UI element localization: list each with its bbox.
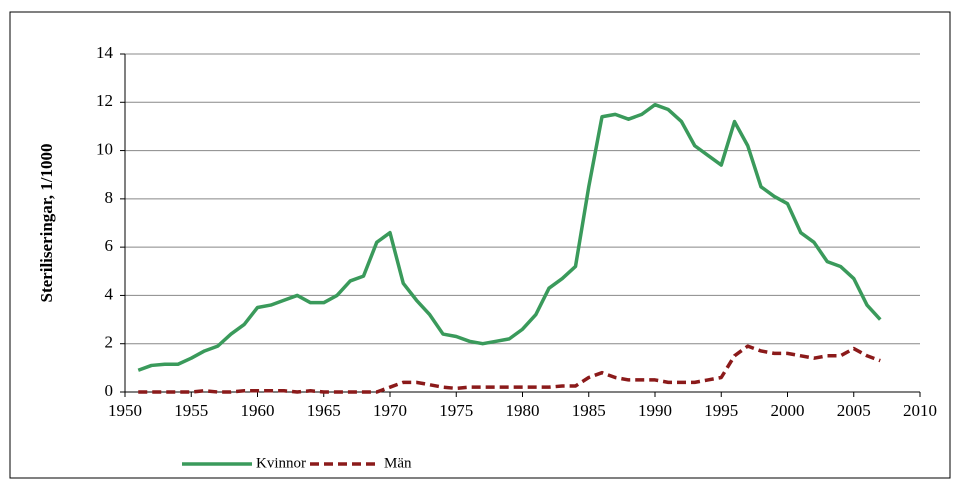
x-tick-label: 1975	[439, 401, 473, 420]
x-tick-label: 1995	[704, 401, 738, 420]
x-tick-label: 1965	[307, 401, 341, 420]
y-tick-label: 4	[105, 284, 114, 303]
x-tick-label: 1980	[506, 401, 540, 420]
chart-border	[9, 11, 951, 479]
y-tick-label: 0	[105, 381, 114, 400]
x-tick-label: 1985	[572, 401, 606, 420]
y-tick-label: 8	[105, 188, 114, 207]
y-tick-label: 2	[105, 333, 114, 352]
x-tick-label: 1970	[373, 401, 407, 420]
legend-label: Kvinnor	[256, 455, 306, 471]
x-tick-label: 1960	[241, 401, 275, 420]
x-tick-label: 1955	[174, 401, 208, 420]
legend-label: Män	[384, 455, 412, 471]
y-tick-label: 14	[96, 43, 114, 62]
x-tick-label: 2000	[771, 401, 805, 420]
y-tick-label: 12	[96, 91, 113, 110]
data-line	[137, 102, 882, 372]
x-tick-label: 1950	[108, 401, 142, 420]
x-tick-label: 1990	[638, 401, 672, 420]
y-tick-label: 6	[105, 236, 114, 255]
y-tick-label: 10	[96, 139, 113, 158]
x-tick-label: 2010	[903, 401, 937, 420]
x-tick-label: 2005	[837, 401, 871, 420]
y-axis-label: Steriliseringar, 1/1000	[37, 144, 56, 303]
